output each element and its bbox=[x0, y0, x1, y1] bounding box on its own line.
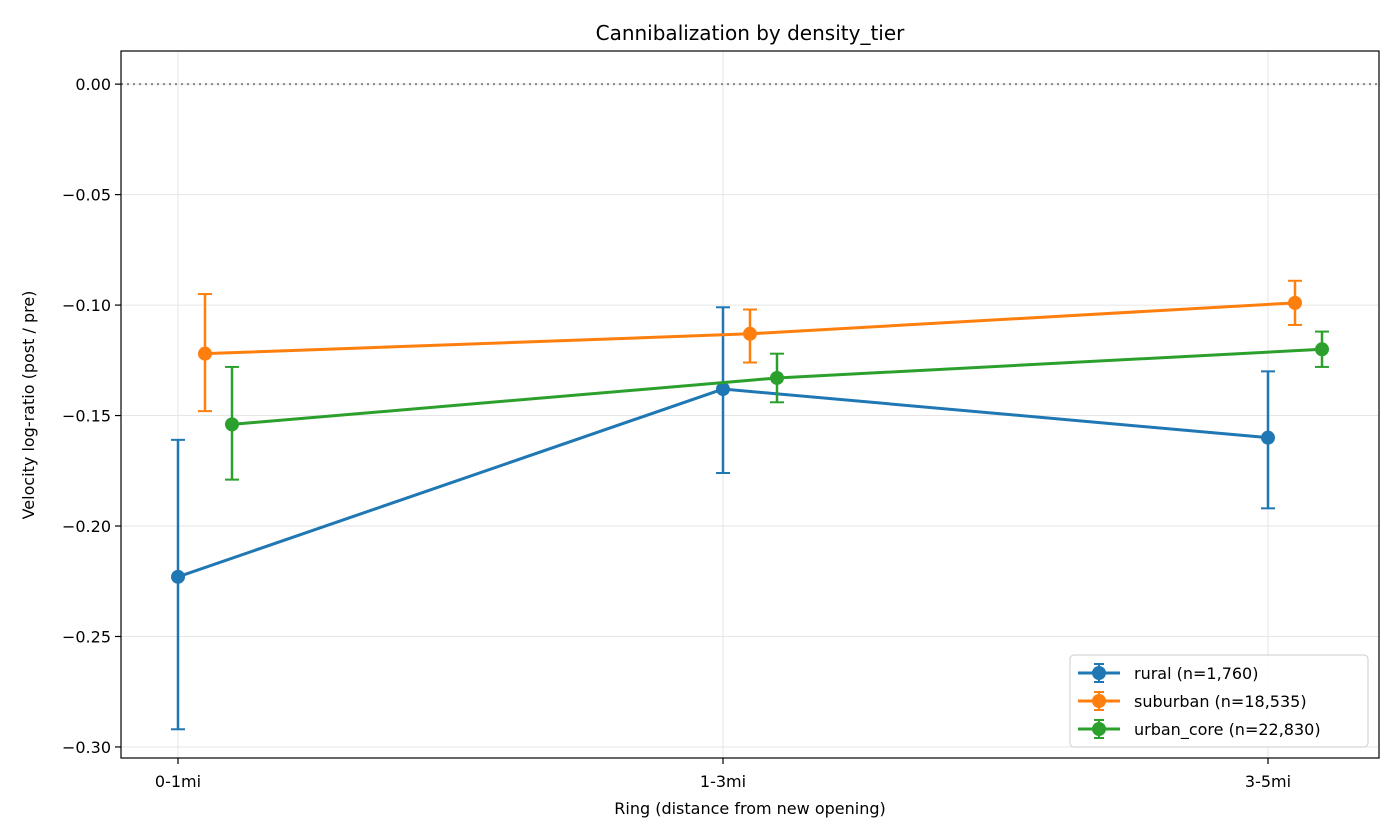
y-tick-label: −0.25 bbox=[62, 627, 111, 646]
y-tick-label: 0.00 bbox=[75, 75, 111, 94]
legend-marker bbox=[1092, 722, 1106, 736]
data-point bbox=[1315, 342, 1329, 357]
legend-label: urban_core (n=22,830) bbox=[1134, 720, 1321, 740]
data-point bbox=[770, 370, 784, 385]
x-tick-label: 0-1mi bbox=[155, 772, 201, 791]
x-axis-label: Ring (distance from new opening) bbox=[614, 799, 885, 818]
legend: rural (n=1,760) suburban (n=18,535) urban_… bbox=[1069, 654, 1369, 748]
legend-box bbox=[1069, 654, 1369, 748]
legend-entry: suburban (n=18,535) bbox=[1078, 691, 1307, 711]
legend-entry: urban_core (n=22,830) bbox=[1078, 719, 1321, 740]
y-tick-label: −0.15 bbox=[62, 407, 111, 426]
y-tick-label: −0.30 bbox=[62, 738, 111, 757]
data-point bbox=[198, 346, 212, 361]
legend-marker bbox=[1092, 694, 1106, 708]
data-point bbox=[1288, 295, 1302, 310]
series-group bbox=[171, 279, 1329, 731]
x-tick-label: 3-5mi bbox=[1245, 772, 1291, 791]
series-urban_core bbox=[225, 330, 1329, 481]
legend-label: suburban (n=18,535) bbox=[1134, 692, 1307, 711]
y-tick-label: −0.20 bbox=[62, 517, 111, 536]
legend-entry: rural (n=1,760) bbox=[1078, 663, 1258, 683]
legend-marker bbox=[1092, 666, 1106, 680]
series-rural bbox=[171, 306, 1275, 731]
legend-label: rural (n=1,760) bbox=[1134, 664, 1258, 683]
data-point bbox=[716, 382, 730, 397]
data-point bbox=[225, 417, 239, 432]
y-tick-label: −0.05 bbox=[62, 186, 111, 205]
series-suburban bbox=[198, 279, 1302, 413]
axes: 0.00 −0.05 −0.10 −0.15 −0.20 −0.25 −0.30 0-1mi 1… bbox=[62, 75, 1291, 791]
data-point bbox=[743, 326, 757, 341]
data-point bbox=[171, 569, 185, 584]
chart-title: Cannibalization by density_tier bbox=[596, 21, 906, 45]
x-tick-label: 1-3mi bbox=[700, 772, 746, 791]
y-axis-label: Velocity log-ratio (post / pre) bbox=[19, 291, 38, 520]
plot-frame bbox=[120, 50, 1380, 759]
y-tick-label: −0.10 bbox=[62, 296, 111, 315]
data-point bbox=[1261, 430, 1275, 445]
